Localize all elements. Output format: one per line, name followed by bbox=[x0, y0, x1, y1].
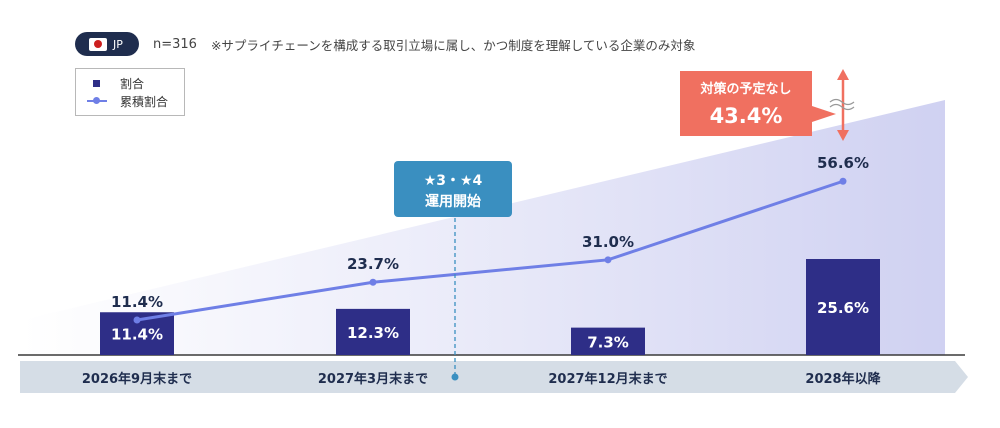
operation-start-line1: ★3・★4 bbox=[424, 173, 483, 189]
bar-4 bbox=[806, 259, 880, 355]
scope-note: ※サプライチェーンを構成する取引立場に属し、かつ制度を理解している企業のみ対象 bbox=[210, 37, 696, 53]
country-badge: JP bbox=[75, 32, 139, 56]
operation-start-marker bbox=[451, 373, 459, 381]
cumulative-point-3 bbox=[604, 256, 612, 264]
sample-size: n=316 bbox=[153, 36, 197, 52]
japan-flag-icon bbox=[89, 37, 107, 51]
legend-bar-swatch bbox=[93, 79, 100, 87]
bar-2 bbox=[336, 308, 410, 355]
category-label-4: 2028年以降 bbox=[805, 371, 881, 387]
category-label-1: 2026年9月末まで bbox=[82, 371, 192, 387]
legend-line-label: 累積割合 bbox=[120, 94, 169, 109]
country-code: JP bbox=[113, 37, 123, 51]
category-label-2: 2027年3月末まで bbox=[318, 371, 428, 387]
bar-label-1: 11.4% bbox=[111, 326, 163, 344]
cumulative-line bbox=[136, 179, 844, 322]
no-plan-label: 対策の予定なし bbox=[699, 81, 791, 97]
x-axis-band bbox=[20, 361, 968, 393]
cumulative-point-4 bbox=[839, 177, 847, 185]
operation-start-line2: 運用開始 bbox=[425, 193, 481, 210]
cumulative-label-4: 56.6% bbox=[817, 154, 869, 172]
legend-bar-label: 割合 bbox=[120, 76, 145, 91]
bar-label-2: 12.3% bbox=[347, 324, 399, 342]
no-plan-arrow-down-icon bbox=[837, 130, 849, 141]
no-plan-value: 43.4% bbox=[710, 104, 783, 128]
legend-item-line: 累積割合 bbox=[76, 92, 184, 110]
no-plan-arrow-up-icon bbox=[837, 69, 849, 80]
cumulative-point-1 bbox=[133, 316, 141, 324]
cumulative-label-2: 23.7% bbox=[347, 255, 399, 273]
legend-line-marker bbox=[93, 97, 100, 104]
legend-item-bar: 割合 bbox=[76, 74, 184, 92]
category-label-3: 2027年12月末まで bbox=[548, 371, 667, 387]
bar-3 bbox=[571, 327, 645, 355]
cumulative-point-2 bbox=[369, 278, 377, 286]
chart-header: JP n=316 ※サプライチェーンを構成する取引立場に属し、かつ制度を理解して… bbox=[75, 32, 695, 56]
operation-start-callout-box bbox=[394, 161, 512, 217]
cumulative-label-3: 31.0% bbox=[582, 233, 634, 251]
cumulative-label-1: 11.4% bbox=[111, 293, 163, 311]
legend: 割合 累積割合 bbox=[75, 68, 185, 116]
cumulative-area-fill bbox=[22, 100, 945, 355]
no-plan-callout-box bbox=[680, 71, 836, 136]
bar-label-3: 7.3% bbox=[587, 333, 629, 351]
axis-break-icon bbox=[829, 98, 855, 111]
bar-label-4: 25.6% bbox=[817, 299, 869, 317]
